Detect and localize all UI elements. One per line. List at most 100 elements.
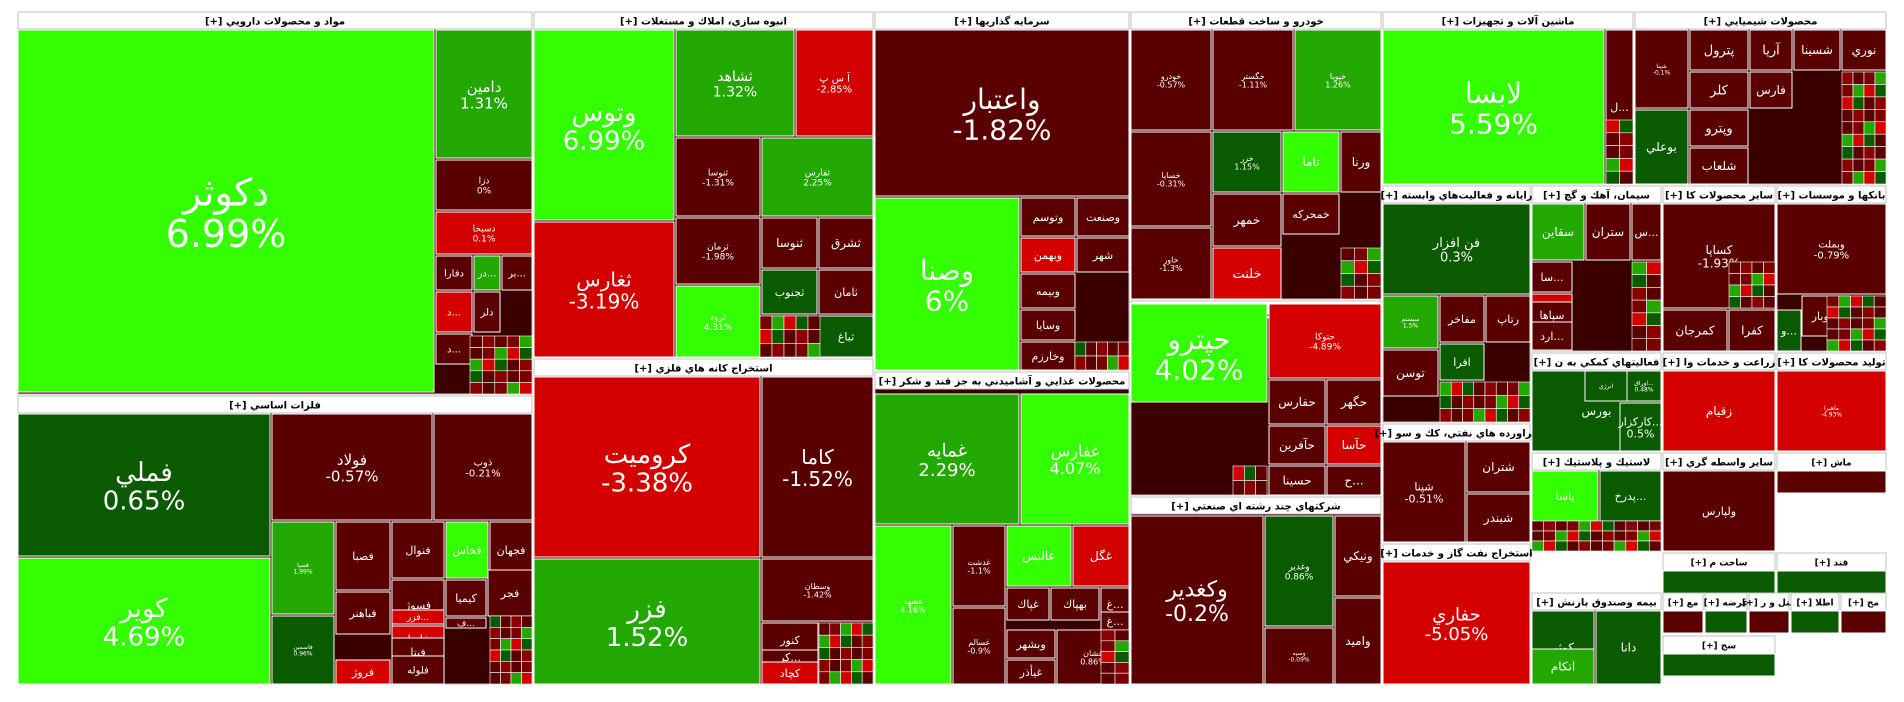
stock-tile[interactable]: غپاك — [1006, 587, 1050, 621]
stock-tile[interactable]: وبهمن — [1020, 237, 1076, 273]
small-sector[interactable]: عرضه [+] — [1704, 592, 1749, 634]
stock-tile[interactable]: خگستر-1.11% — [1212, 29, 1294, 131]
small-sector[interactable]: ساخت م [+] — [1662, 552, 1776, 594]
stock-tile[interactable]: وخارزم — [1020, 341, 1076, 371]
stock-tile[interactable]: ...كر — [761, 649, 819, 665]
stock-tile[interactable]: فباهنر — [335, 591, 391, 635]
sector-header[interactable] — [874, 371, 1130, 390]
small-sector[interactable]: اطلا [+] — [1790, 592, 1840, 634]
stock-tile[interactable]: ...فزر — [391, 609, 445, 625]
stock-tile[interactable]: وسطان-1.42% — [761, 558, 874, 622]
stock-tile[interactable]: خلنت — [1212, 247, 1282, 300]
sector-header[interactable] — [1382, 11, 1634, 30]
sector-header[interactable] — [874, 11, 1130, 30]
stock-tile[interactable]: فارس — [1749, 71, 1793, 109]
stock-tile[interactable]: شهر — [1076, 237, 1130, 273]
stock-tile[interactable]: وبملت-0.79% — [1776, 203, 1887, 295]
stock-tile[interactable]: بهپاك — [1050, 587, 1100, 621]
stock-tile[interactable]: دفارا — [435, 255, 473, 291]
stock-tile[interactable]: ...و — [1776, 309, 1802, 352]
stock-tile[interactable]: حگهر — [1326, 379, 1382, 425]
stock-tile[interactable]: حفاري-5.05% — [1382, 561, 1531, 685]
sector-header[interactable] — [1130, 496, 1382, 515]
sector-20[interactable]: ساير واسطه گري [+] ولپارس — [1662, 452, 1776, 552]
stock-tile[interactable]: حآفرين — [1268, 425, 1326, 465]
sector-14[interactable]: شركتهاي چند رشته اي صنعتي [+] وكغدير-0.2%… — [1130, 496, 1382, 685]
stock-tile[interactable]: وسپه-0.09% — [1264, 627, 1334, 685]
stock-tile[interactable]: ...سا — [1531, 261, 1573, 293]
sector-2[interactable]: سرمايه گذاريها [+]واعتبار-1.82%وصنا6%وتو… — [874, 11, 1130, 371]
stock-tile[interactable]: كاما-1.52% — [761, 376, 874, 558]
stock-tile[interactable]: فصبا — [335, 521, 391, 591]
stock-tile[interactable]: ثغارس-3.19% — [533, 221, 675, 358]
stock-tile[interactable]: حفارس — [1268, 379, 1326, 425]
stock-tile[interactable]: عالیس — [1006, 525, 1072, 587]
stock-tile[interactable]: حآسا — [1326, 425, 1382, 465]
stock-tile[interactable]: غيأذر — [1006, 659, 1056, 685]
stock-tile[interactable]: ...غ — [1100, 611, 1130, 631]
stock-tile[interactable]: كلر — [1689, 71, 1749, 109]
stock-tile[interactable]: فولاد-0.57% — [271, 413, 433, 521]
sector-header[interactable] — [1662, 352, 1776, 371]
stock-tile[interactable]: شلعاب — [1689, 147, 1749, 185]
stock-tile[interactable]: كيميا — [445, 579, 487, 617]
sector-16[interactable]: استخراج نفت گاز و خدمات [+]حفاري-5.05% — [1380, 543, 1533, 685]
sector-8[interactable]: ساير محصولات كا [+]كساپا-1.93%كمرجان كفرا — [1662, 185, 1776, 352]
sector-header[interactable] — [1776, 185, 1887, 204]
stock-tile[interactable]: ...د — [435, 333, 473, 365]
stock-tile[interactable]: كچاد — [761, 661, 819, 685]
sector-3[interactable]: خودرو و ساخت قطعات [+]خودرو-0.57%خگستر-1… — [1130, 11, 1382, 300]
sector-11[interactable]: استخراج كانه هاي فلزي [+]كروميت-3.38%كام… — [533, 358, 874, 685]
sector-17[interactable]: فعاليتهاي كمكي به ن [+] بورس انرژي ...اوراق… — [1531, 352, 1663, 452]
small-sector[interactable]: مح [+] — [1840, 592, 1887, 634]
sector-10[interactable]: فلزات اساسي [+]فملي0.65%كوير4.69%فولاد-0… — [17, 395, 533, 685]
stock-tile[interactable]: شسينا — [1793, 29, 1841, 71]
stock-tile[interactable]: شتران — [1466, 441, 1531, 493]
stock-tile[interactable]: افرا — [1439, 343, 1485, 381]
stock-tile[interactable]: كروميت-3.38% — [533, 376, 761, 558]
stock-tile[interactable]: ...د — [435, 291, 473, 333]
stock-tile[interactable]: سقاين — [1531, 203, 1585, 261]
stock-tile[interactable]: ...بر — [501, 255, 533, 291]
stock-tile[interactable]: وصنعت — [1076, 197, 1130, 237]
stock-tile[interactable]: ثجنوب — [761, 269, 818, 315]
stock-tile[interactable]: دلر — [473, 291, 501, 333]
small-sector[interactable]: مع [+] — [1662, 592, 1704, 634]
stock-tile[interactable]: فلوله — [391, 655, 445, 685]
stock-tile[interactable]: وبيمه — [1020, 273, 1076, 309]
stock-tile[interactable]: نوري — [1841, 29, 1887, 71]
sector-header[interactable] — [1382, 423, 1531, 442]
stock-tile[interactable]: خساپا-0.31% — [1130, 131, 1212, 227]
stock-tile[interactable]: ثامان — [818, 269, 874, 315]
stock-tile[interactable]: انرژي — [1584, 370, 1628, 402]
sector-header[interactable] — [1382, 185, 1531, 204]
stock-tile[interactable]: شپنا-0.1% — [1634, 29, 1689, 109]
stock-tile[interactable]: خمحركه — [1282, 193, 1340, 235]
small-sector[interactable]: ماش [+] — [1776, 452, 1887, 494]
stock-tile[interactable]: وكغدير-0.2% — [1130, 515, 1264, 685]
small-sector[interactable]: هتل و ر [+] — [1742, 592, 1796, 634]
sector-header[interactable] — [1662, 185, 1776, 204]
stock-tile[interactable]: وسايا — [1020, 309, 1076, 341]
stock-tile[interactable]: ثشرق — [818, 217, 874, 269]
stock-tile[interactable]: ولپارس — [1662, 470, 1776, 552]
stock-tile[interactable]: فروژ — [335, 659, 391, 685]
stock-tile[interactable]: ثنوسا — [761, 217, 818, 269]
stock-tile[interactable]: فخاس — [445, 521, 489, 579]
